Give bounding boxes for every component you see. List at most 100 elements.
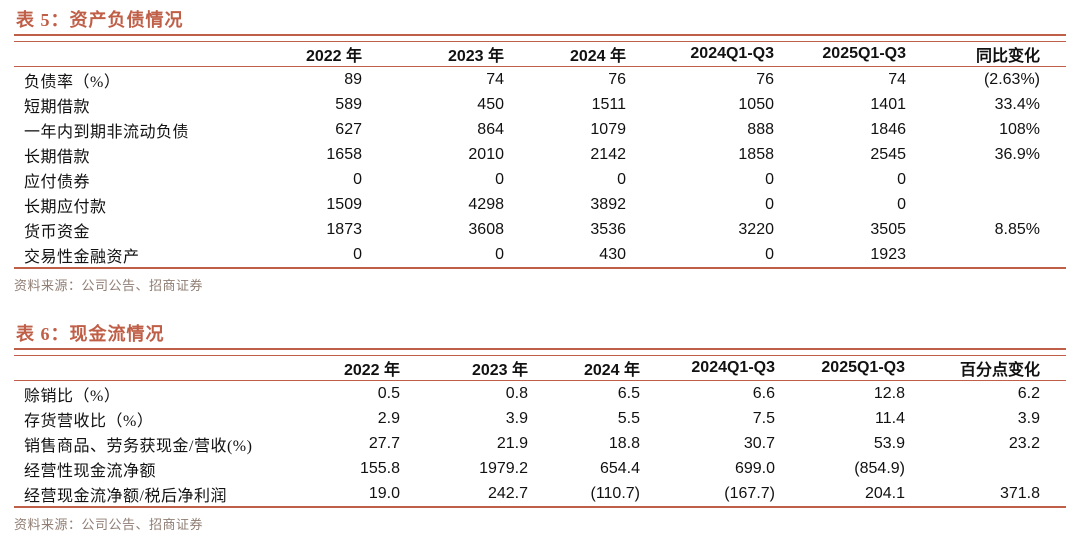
row-label: 经营现金流净额/税后净利润 <box>24 487 227 505</box>
cell-value: 3608 <box>468 220 504 238</box>
cell-value: 371.8 <box>999 484 1040 502</box>
cell-value: 1511 <box>591 95 626 113</box>
cell-value: 7.5 <box>752 409 775 427</box>
cell-value: 0 <box>495 245 504 263</box>
cell-value: 5.5 <box>617 409 640 427</box>
cell-value: 242.7 <box>487 484 528 502</box>
cell-value: 1079 <box>590 120 626 138</box>
table-row: 经营现金流净额/税后净利润 19.0 242.7 (110.7) (167.7) 204.… <box>14 481 1066 507</box>
column-header-2023: 2023 年 <box>400 355 528 381</box>
cell-value: 53.9 <box>873 434 905 452</box>
cell-value: 1873 <box>326 220 362 238</box>
cell-value: 19.0 <box>368 484 400 502</box>
cell-value: 0 <box>897 170 906 188</box>
cell-value: (854.9) <box>854 459 905 477</box>
cell-value: 0 <box>353 170 362 188</box>
row-label: 货币资金 <box>24 223 91 241</box>
row-label: 应付债券 <box>24 173 91 191</box>
table-row: 销售商品、劳务获现金/营收(%) 27.7 21.9 18.8 30.7 53.9 23.2 <box>14 431 1066 456</box>
row-label: 一年内到期非流动负债 <box>24 123 190 141</box>
cell-value: 0 <box>765 245 774 263</box>
table-row: 经营性现金流净额 155.8 1979.2 654.4 699.0 (854.9) <box>14 456 1066 481</box>
column-header-2024: 2024 年 <box>504 41 626 67</box>
table-row: 短期借款 589 450 1511 1050 1401 33.4% <box>14 92 1066 117</box>
cell-value <box>905 456 1066 481</box>
section-gap <box>14 294 1066 322</box>
cell-value: 1846 <box>870 120 906 138</box>
cell-value: 3505 <box>870 220 906 238</box>
cell-value: 155.8 <box>359 459 400 477</box>
cell-value: 3.9 <box>1017 409 1040 427</box>
cell-value: 1923 <box>870 245 906 263</box>
column-header-2022: 2022 年 <box>276 41 362 67</box>
cash-flow-table: 2022 年 2023 年 2024 年 2024Q1-Q3 2025Q1-Q3… <box>14 355 1066 508</box>
cell-value: 0 <box>495 170 504 188</box>
row-label: 赊销比（%） <box>24 387 121 405</box>
table5-title: 表 5：资产负债情况 <box>14 8 1066 36</box>
cell-value: 888 <box>747 120 774 138</box>
cell-value: 654.4 <box>599 459 640 477</box>
cell-value: 0 <box>353 245 362 263</box>
cell-value <box>906 167 1066 192</box>
cell-value <box>906 192 1066 217</box>
table-row: 长期应付款 1509 4298 3892 0 0 <box>14 192 1066 217</box>
cell-value: 36.9% <box>994 145 1040 163</box>
row-label: 长期应付款 <box>24 198 107 216</box>
cell-value: 89 <box>344 70 362 88</box>
column-header-pct-point-change: 百分点变化 <box>905 355 1066 381</box>
table6-source-note: 资料来源：公司公告、招商证券 <box>14 517 204 532</box>
column-header-2022: 2022 年 <box>314 355 400 381</box>
cell-value: 1509 <box>326 195 362 213</box>
cell-value: 18.8 <box>608 434 640 452</box>
cell-value: 21.9 <box>496 434 528 452</box>
table6-body: 赊销比（%） 0.5 0.8 6.5 6.6 12.8 6.2 存货营收比（%） 2.9 3.9 5… <box>14 381 1066 508</box>
cell-value: 204.1 <box>864 484 905 502</box>
table5-header-row: 2022 年 2023 年 2024 年 2024Q1-Q3 2025Q1-Q3… <box>14 41 1066 67</box>
cell-value: 430 <box>599 245 626 263</box>
table-row: 赊销比（%） 0.5 0.8 6.5 6.6 12.8 6.2 <box>14 381 1066 407</box>
cell-value: 74 <box>888 70 906 88</box>
row-label: 负债率（%） <box>24 73 121 91</box>
cell-value: 699.0 <box>734 459 775 477</box>
cell-value: 1858 <box>738 145 774 163</box>
column-header-empty <box>14 41 276 67</box>
cell-value: 3536 <box>590 220 626 238</box>
table-row: 货币资金 1873 3608 3536 3220 3505 8.85% <box>14 217 1066 242</box>
column-header-2024: 2024 年 <box>528 355 640 381</box>
cell-value: 3892 <box>590 195 626 213</box>
cell-value: 3220 <box>738 220 774 238</box>
cell-value: 74 <box>486 70 504 88</box>
cell-value <box>906 242 1066 268</box>
table-row: 一年内到期非流动负债 627 864 1079 888 1846 108% <box>14 117 1066 142</box>
table-row: 交易性金融资产 0 0 430 0 1923 <box>14 242 1066 268</box>
table6-header-row: 2022 年 2023 年 2024 年 2024Q1-Q3 2025Q1-Q3… <box>14 355 1066 381</box>
cell-value: 6.6 <box>752 384 775 402</box>
cell-value: 627 <box>335 120 362 138</box>
cell-value: 30.7 <box>743 434 775 452</box>
cell-value: 12.8 <box>873 384 905 402</box>
column-header-2024q1q3: 2024Q1-Q3 <box>626 41 774 67</box>
cell-value: (2.63%) <box>983 70 1040 88</box>
row-label: 短期借款 <box>24 98 91 116</box>
cell-value: 450 <box>477 95 504 113</box>
cell-value: 8.85% <box>994 220 1040 238</box>
cell-value: 0 <box>765 195 774 213</box>
cell-value: 4298 <box>468 195 504 213</box>
cell-value: 1401 <box>870 95 906 113</box>
cell-value: 2545 <box>870 145 906 163</box>
cell-value: 6.2 <box>1017 384 1040 402</box>
cell-value: 1979.2 <box>479 459 528 477</box>
row-label: 存货营收比（%） <box>24 412 154 430</box>
table-row: 存货营收比（%） 2.9 3.9 5.5 7.5 11.4 3.9 <box>14 406 1066 431</box>
cell-value: 1050 <box>738 95 774 113</box>
column-header-2025q1q3: 2025Q1-Q3 <box>774 41 906 67</box>
cell-value: 11.4 <box>875 409 905 427</box>
cell-value: 76 <box>608 70 626 88</box>
cell-value: 108% <box>999 120 1040 138</box>
cell-value: 1658 <box>326 145 362 163</box>
table5-section: 表 5：资产负债情况 2022 年 2023 年 2024 年 2024Q1-Q… <box>14 8 1066 294</box>
table-row: 应付债券 0 0 0 0 0 <box>14 167 1066 192</box>
cell-value: 3.9 <box>505 409 528 427</box>
table5-body: 负债率（%） 89 74 76 76 74 (2.63%) 短期借款 589 450 1511 105… <box>14 67 1066 269</box>
